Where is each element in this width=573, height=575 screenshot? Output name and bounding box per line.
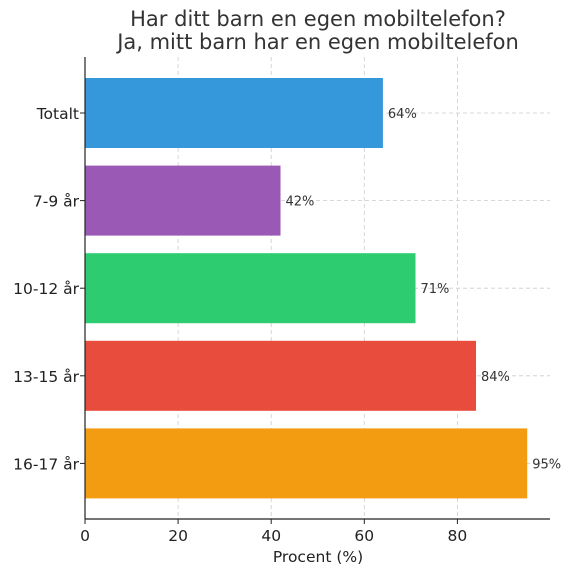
bar <box>85 253 416 324</box>
category-label: 10-12 år <box>13 280 79 298</box>
bars <box>85 78 528 499</box>
bar <box>85 78 383 148</box>
bar <box>85 340 477 411</box>
category-label: 13-15 år <box>13 368 79 386</box>
chart-subtitle: Ja, mitt barn har en egen mobiltelefon <box>115 30 519 54</box>
category-label: 16-17 år <box>13 455 79 473</box>
data-label: 95% <box>532 457 561 472</box>
x-tick-label: 40 <box>261 527 281 545</box>
x-tick-label: 20 <box>168 527 188 545</box>
bar <box>85 165 281 236</box>
data-label: 42% <box>286 195 315 210</box>
data-label: 64% <box>388 107 417 122</box>
x-axis-label: Procent (%) <box>273 548 363 566</box>
data-label: 71% <box>421 282 450 297</box>
x-tick-label: 80 <box>448 527 468 545</box>
x-tick-label: 0 <box>80 527 90 545</box>
category-label: Totalt <box>36 105 79 123</box>
bar <box>85 428 528 499</box>
category-label: 7-9 år <box>33 193 80 211</box>
data-label: 84% <box>481 370 510 385</box>
x-tick-label: 60 <box>354 527 374 545</box>
x-tick-labels: 0 20 40 60 80 <box>80 519 467 545</box>
data-labels: 64% 42% 71% 84% 95% <box>286 107 562 472</box>
category-labels: Totalt 7-9 år 10-12 år 13-15 år 16-17 år <box>13 105 85 473</box>
chart-title: Har ditt barn en egen mobiltelefon? <box>130 7 506 31</box>
